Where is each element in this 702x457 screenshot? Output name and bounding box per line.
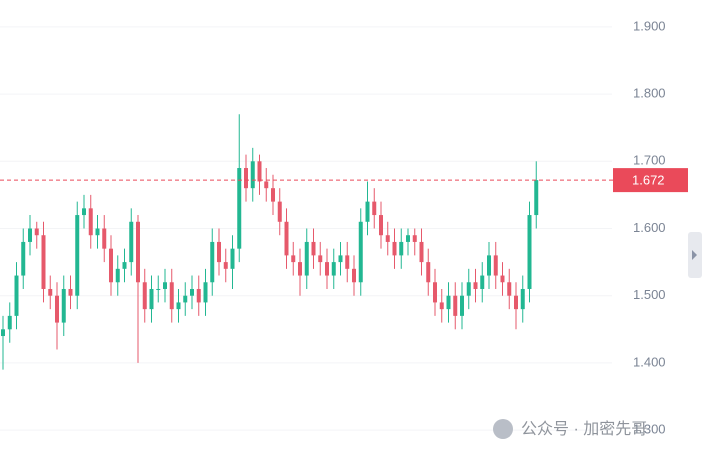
watermark-icon xyxy=(493,419,513,439)
candle-body xyxy=(534,180,539,216)
candle-body xyxy=(318,255,323,263)
candle-body xyxy=(217,241,221,263)
candle-body xyxy=(291,255,296,263)
candle-body xyxy=(203,282,208,303)
candle-body xyxy=(473,282,478,289)
candle-body xyxy=(514,295,518,310)
candle-body xyxy=(129,221,134,263)
candle-body xyxy=(122,262,127,269)
candle-body xyxy=(21,241,26,276)
candle-body xyxy=(183,295,188,303)
candle-body xyxy=(34,228,39,236)
scroll-arrow xyxy=(692,250,697,260)
candle-body xyxy=(149,288,154,310)
candle-body xyxy=(48,288,53,296)
candle-body xyxy=(82,208,86,216)
candle-body xyxy=(487,255,491,276)
candle-body xyxy=(372,201,377,216)
candle-body xyxy=(61,288,66,323)
candle-body xyxy=(88,208,93,236)
y-tick-label: 1.800 xyxy=(633,86,666,101)
candle-body xyxy=(439,302,444,310)
candle-body xyxy=(68,288,73,296)
y-tick-label: 1.900 xyxy=(633,18,666,33)
candle-body xyxy=(311,241,316,256)
candle-body xyxy=(156,288,161,290)
candle-body xyxy=(298,262,302,276)
candle-body xyxy=(331,262,336,276)
candle-body xyxy=(460,295,464,316)
candle-body xyxy=(399,241,404,256)
candle-body xyxy=(136,221,140,283)
candle-body xyxy=(466,282,471,296)
watermark-text: 公众号 · 加密先哥 xyxy=(521,420,647,438)
candle-body xyxy=(41,235,46,289)
candle-body xyxy=(102,228,107,249)
y-tick-label: 1.300 xyxy=(633,422,666,437)
last-price-label: 1.672 xyxy=(632,173,665,188)
candle-body xyxy=(264,181,269,189)
candle-body xyxy=(277,201,282,222)
candle-body xyxy=(28,228,32,242)
candle-body xyxy=(480,275,485,289)
candle-body xyxy=(244,168,248,189)
candle-body xyxy=(284,221,289,256)
candle-body xyxy=(7,315,12,330)
candle-body xyxy=(304,241,309,276)
candle-body xyxy=(237,168,242,249)
candle-body xyxy=(500,275,505,283)
candle-body xyxy=(163,282,167,289)
candle-body xyxy=(95,228,100,236)
candle-body xyxy=(169,282,174,310)
candle-body xyxy=(365,201,370,222)
candle-body xyxy=(142,282,147,310)
candle-body xyxy=(379,215,383,236)
candle-body xyxy=(210,241,215,283)
candle-body xyxy=(426,262,431,283)
candle-body xyxy=(190,288,194,296)
candle-body xyxy=(223,262,228,269)
candle-body xyxy=(176,302,181,310)
candle-body xyxy=(1,329,5,337)
candle-body xyxy=(412,235,417,242)
candle-body xyxy=(257,161,262,182)
candle-body xyxy=(419,241,424,263)
candle-body xyxy=(446,295,451,310)
candle-body xyxy=(109,248,113,283)
y-tick-label: 1.400 xyxy=(633,354,666,369)
candle-body xyxy=(75,215,80,296)
y-tick-label: 1.600 xyxy=(633,220,666,235)
watermark: 公众号 · 加密先哥 xyxy=(493,419,647,439)
last-price-box xyxy=(613,168,688,193)
y-tick-label: 1.700 xyxy=(633,153,666,168)
candle-body xyxy=(406,235,410,242)
candle-body xyxy=(325,262,329,276)
candle-body xyxy=(520,288,525,310)
candle-body xyxy=(433,282,437,303)
candle-body xyxy=(392,241,397,256)
candle-body xyxy=(230,248,235,269)
candle-body xyxy=(196,288,201,303)
y-tick-label: 1.500 xyxy=(633,287,666,302)
candle-body xyxy=(271,188,275,202)
candle-body xyxy=(493,255,498,276)
candle-body xyxy=(250,161,255,189)
candle-body xyxy=(453,295,458,316)
candle-body xyxy=(352,268,356,283)
candle-body xyxy=(338,255,343,263)
candle-body xyxy=(55,295,59,323)
candle-body xyxy=(358,221,363,283)
candle-body xyxy=(527,215,532,289)
candle-body xyxy=(345,255,350,269)
candle-body xyxy=(385,235,390,242)
candle-body xyxy=(115,268,120,283)
candle-body xyxy=(507,282,512,296)
candle-body xyxy=(14,275,19,316)
